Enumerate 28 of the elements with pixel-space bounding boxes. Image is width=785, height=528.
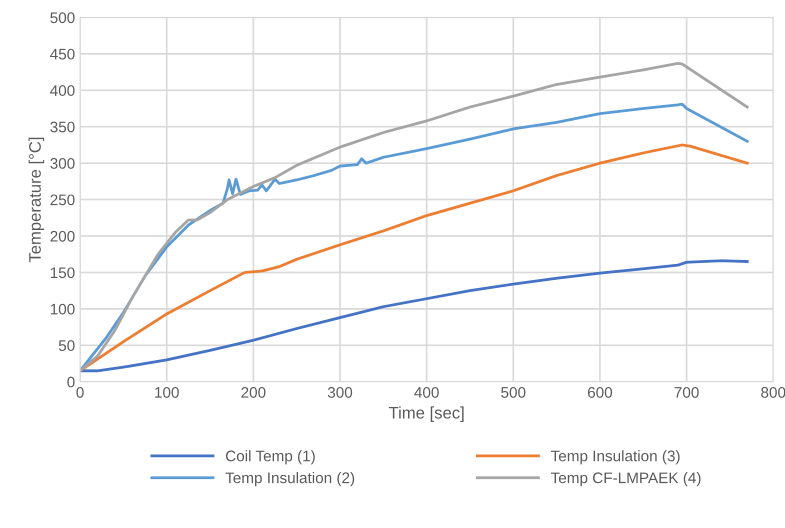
x-tick-label: 200 <box>241 387 266 398</box>
line-series <box>80 144 749 372</box>
x-tick-label: 0 <box>76 387 84 398</box>
y-tick-label: 100 <box>50 304 75 315</box>
y-tick-label: 450 <box>50 48 75 60</box>
y-tick-label: 350 <box>50 122 75 132</box>
y-tick-label: 200 <box>50 230 75 242</box>
legend-label: Temp Insulation (3) <box>550 450 680 464</box>
y-tick-label: 50 <box>58 340 75 351</box>
x-tick-label: 400 <box>414 387 439 398</box>
x-tick-label: 500 <box>501 387 526 398</box>
y-tick-label: 400 <box>50 85 75 96</box>
x-axis-title: Time [sec] <box>388 406 464 422</box>
legend-label: Temp CF-LMPAEK (4) <box>550 472 701 486</box>
y-tick-label: 150 <box>50 267 75 278</box>
line-series <box>80 259 749 372</box>
y-tick-label: 500 <box>50 12 75 24</box>
x-tick-label: 700 <box>674 387 699 398</box>
x-tick-label: 600 <box>588 387 612 398</box>
y-axis-title: Temperature [°C] <box>28 138 44 262</box>
y-tick-label: 0 <box>67 376 75 388</box>
legend-label: Temp Insulation (2) <box>226 472 354 486</box>
x-tick-label: 300 <box>328 387 352 398</box>
y-tick-label: 250 <box>50 194 75 206</box>
x-tick-label: 800 <box>761 387 785 398</box>
y-tick-label: 300 <box>50 158 75 169</box>
x-tick-label: 100 <box>155 387 179 398</box>
legend-label: Coil Temp (1) <box>226 450 315 464</box>
